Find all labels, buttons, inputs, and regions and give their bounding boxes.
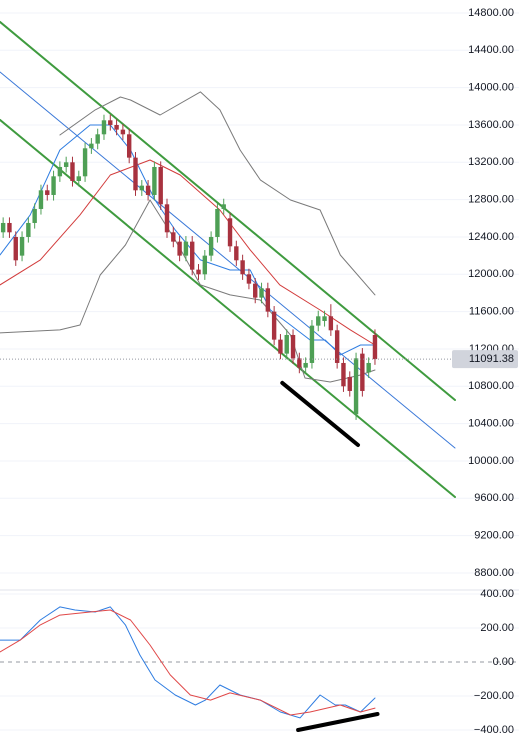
candle-body <box>227 218 233 247</box>
candle-body <box>347 376 352 391</box>
candle-body <box>328 316 334 331</box>
candle-body <box>32 208 37 223</box>
candle-body <box>108 120 113 125</box>
candle-body <box>372 334 378 360</box>
candle-body <box>322 316 327 321</box>
y-tick-label: 14800.00 <box>468 7 514 19</box>
candle-body <box>240 260 245 275</box>
last-price-label: 11091.38 <box>469 353 514 365</box>
candle-body <box>126 134 132 158</box>
candle-body <box>246 274 252 284</box>
line-series <box>0 118 456 498</box>
candle-body <box>183 241 189 256</box>
candle-body <box>202 255 208 275</box>
candle-body <box>120 129 126 135</box>
candle-body <box>177 241 182 256</box>
last-price-box <box>452 350 518 369</box>
candle-body <box>89 143 94 149</box>
candle-body <box>19 236 25 256</box>
y-tick-label: 12000.00 <box>468 268 514 280</box>
candle-body <box>234 246 239 261</box>
y-tick-label: 10800.00 <box>468 380 514 392</box>
line-series <box>0 20 456 401</box>
candle-body <box>297 358 302 368</box>
y-tick-label: 13200.00 <box>468 156 514 168</box>
candle-body <box>0 222 6 233</box>
candle-body <box>265 288 271 312</box>
candle-body <box>303 362 308 368</box>
candle-body <box>152 166 157 195</box>
candle-body <box>221 204 226 209</box>
candle-body <box>309 325 315 363</box>
line-series <box>0 71 456 449</box>
candle-body <box>353 358 359 415</box>
y-tick-label: 14000.00 <box>468 82 514 94</box>
candle-body <box>316 316 321 326</box>
candle-body <box>70 162 75 181</box>
y-tick-label: 10000.00 <box>468 455 514 467</box>
candle-body <box>57 166 63 177</box>
y-tick-label: 0.00 <box>493 656 514 668</box>
candle-body <box>38 190 44 209</box>
candle-body <box>284 334 289 354</box>
candle-body <box>164 204 170 233</box>
candle-body <box>114 124 119 130</box>
y-tick-label: 8800.00 <box>474 567 514 579</box>
candle-body <box>101 120 107 135</box>
candle-body <box>171 232 176 242</box>
y-tick-label: 13600.00 <box>468 119 514 131</box>
line-series <box>0 124 376 356</box>
candle-body <box>259 288 264 298</box>
candle-body <box>145 185 151 195</box>
y-tick-label: −200.00 <box>474 690 514 702</box>
line-series <box>0 609 376 716</box>
candle-body <box>253 283 258 298</box>
y-tick-label: 9600.00 <box>474 492 514 504</box>
y-tick-label: 11600.00 <box>469 306 514 318</box>
candle-body <box>334 330 340 363</box>
y-tick-label: 200.00 <box>480 622 514 634</box>
y-tick-label: 9200.00 <box>474 530 514 542</box>
candle-body <box>45 190 50 195</box>
line-series <box>296 712 380 732</box>
line-series <box>0 199 376 383</box>
y-tick-label: 400.00 <box>480 588 514 600</box>
y-tick-label: −400.00 <box>474 724 514 734</box>
y-tick-label: 12800.00 <box>468 194 514 206</box>
candle-body <box>196 269 201 275</box>
candle-body <box>290 334 296 359</box>
candle-body <box>51 176 56 195</box>
candle-body <box>82 148 88 177</box>
candle-body <box>139 185 144 191</box>
y-tick-label: 12400.00 <box>468 231 514 243</box>
candle-body <box>366 362 371 373</box>
candle-body <box>26 222 31 237</box>
candle-body <box>63 162 69 167</box>
candle-body <box>215 208 220 237</box>
candle-body <box>271 311 277 340</box>
line-series <box>280 380 360 447</box>
candle-body <box>208 236 214 256</box>
y-tick-label: 14400.00 <box>468 44 514 56</box>
candle-body <box>190 241 195 270</box>
candle-body <box>95 134 100 144</box>
candle-body <box>13 236 18 261</box>
candle-body <box>278 339 283 354</box>
candle-body <box>7 222 12 233</box>
line-series <box>59 91 376 296</box>
candle-body <box>76 176 81 181</box>
line-series <box>0 159 376 346</box>
candle-body <box>158 166 163 205</box>
candle-body <box>360 353 365 391</box>
line-series <box>0 606 376 719</box>
candle-body <box>341 362 346 387</box>
y-tick-label: 10400.00 <box>468 418 514 430</box>
candle-body <box>133 157 138 191</box>
